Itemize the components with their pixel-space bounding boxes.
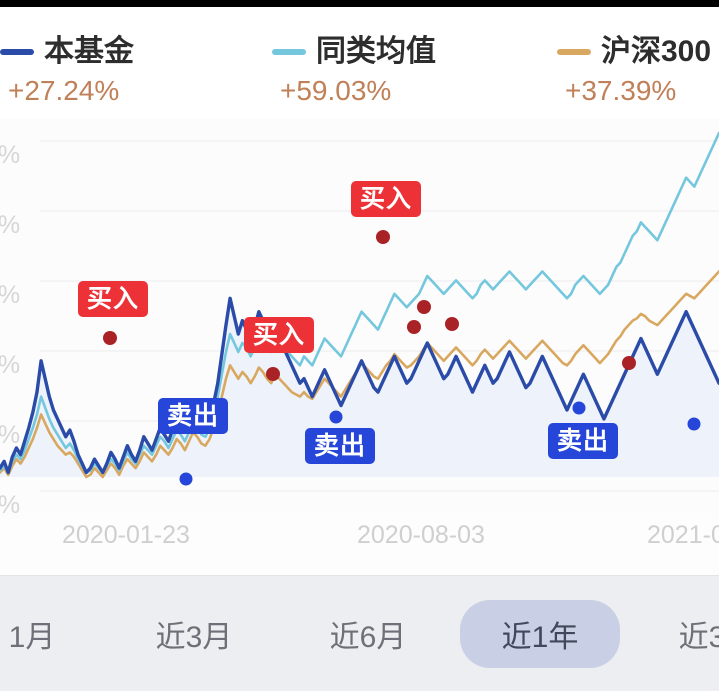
buy-point-marker[interactable] xyxy=(407,320,421,334)
legend-label-peer-average: 同类均值 xyxy=(316,35,436,68)
range-tab-0[interactable]: 1月 xyxy=(8,621,56,654)
buy-badge[interactable]: 买入 xyxy=(244,317,315,353)
buy-point-marker[interactable] xyxy=(622,356,636,370)
buy-point-marker[interactable] xyxy=(417,300,431,314)
buy-point-marker[interactable] xyxy=(376,230,390,244)
x-axis-tick-labels: 2020-01-23 2020-08-03 2021-0 xyxy=(0,521,719,569)
range-tab-1[interactable]: 近3月 xyxy=(155,621,233,654)
buy-point-marker[interactable] xyxy=(103,331,117,345)
legend-pct-fund: +27.24% xyxy=(8,75,120,106)
sell-point-marker[interactable] xyxy=(572,401,586,415)
range-tab-4[interactable]: 近3 xyxy=(678,621,719,654)
sell-badge[interactable]: 卖出 xyxy=(305,428,376,464)
buy-point-marker[interactable] xyxy=(266,367,280,381)
legend-label-csi300: 沪深300 xyxy=(601,35,712,68)
fund-line xyxy=(0,296,719,475)
range-tab-3-selected[interactable]: 近1年 xyxy=(460,600,620,668)
legend-row-fund: 本基金 xyxy=(0,35,270,69)
legend-row-csi300: 沪深300 xyxy=(557,35,719,69)
legend-item-csi300: 沪深300 +37.39% xyxy=(557,35,719,107)
sell-point-marker[interactable] xyxy=(687,417,701,431)
line-swatch-icon xyxy=(272,49,306,55)
x-axis-tick-1: 2020-08-03 xyxy=(357,521,485,549)
sell-point-marker[interactable] xyxy=(179,472,193,486)
line-swatch-icon xyxy=(0,49,34,55)
legend-row-peer-average: 同类均值 xyxy=(272,35,557,69)
sell-point-marker[interactable] xyxy=(329,410,343,424)
chart-legend: 本基金 +27.24% 同类均值 +59.03% 沪深300 +37.39% xyxy=(0,7,719,119)
top-letterbox-bar xyxy=(0,0,719,7)
buy-badge[interactable]: 买入 xyxy=(351,181,422,217)
time-range-tab-bar: 1月 近3月 近6月 近1年 近3 xyxy=(0,575,719,691)
range-tab-2[interactable]: 近6月 xyxy=(329,621,407,654)
legend-item-peer-average: 同类均值 +59.03% xyxy=(272,35,557,107)
legend-item-fund: 本基金 +27.24% xyxy=(0,35,270,107)
sell-badge[interactable]: 卖出 xyxy=(548,423,619,459)
x-axis-tick-2: 2021-0 xyxy=(647,521,719,549)
buy-badge[interactable]: 买入 xyxy=(78,281,149,317)
line-swatch-icon xyxy=(557,49,591,55)
legend-pct-csi300: +37.39% xyxy=(565,75,677,106)
buy-point-marker[interactable] xyxy=(445,317,459,331)
legend-pct-peer-average: +59.03% xyxy=(280,75,392,106)
x-axis-tick-0: 2020-01-23 xyxy=(62,521,190,549)
legend-label-fund: 本基金 xyxy=(44,35,134,68)
sell-badge[interactable]: 卖出 xyxy=(158,398,229,434)
